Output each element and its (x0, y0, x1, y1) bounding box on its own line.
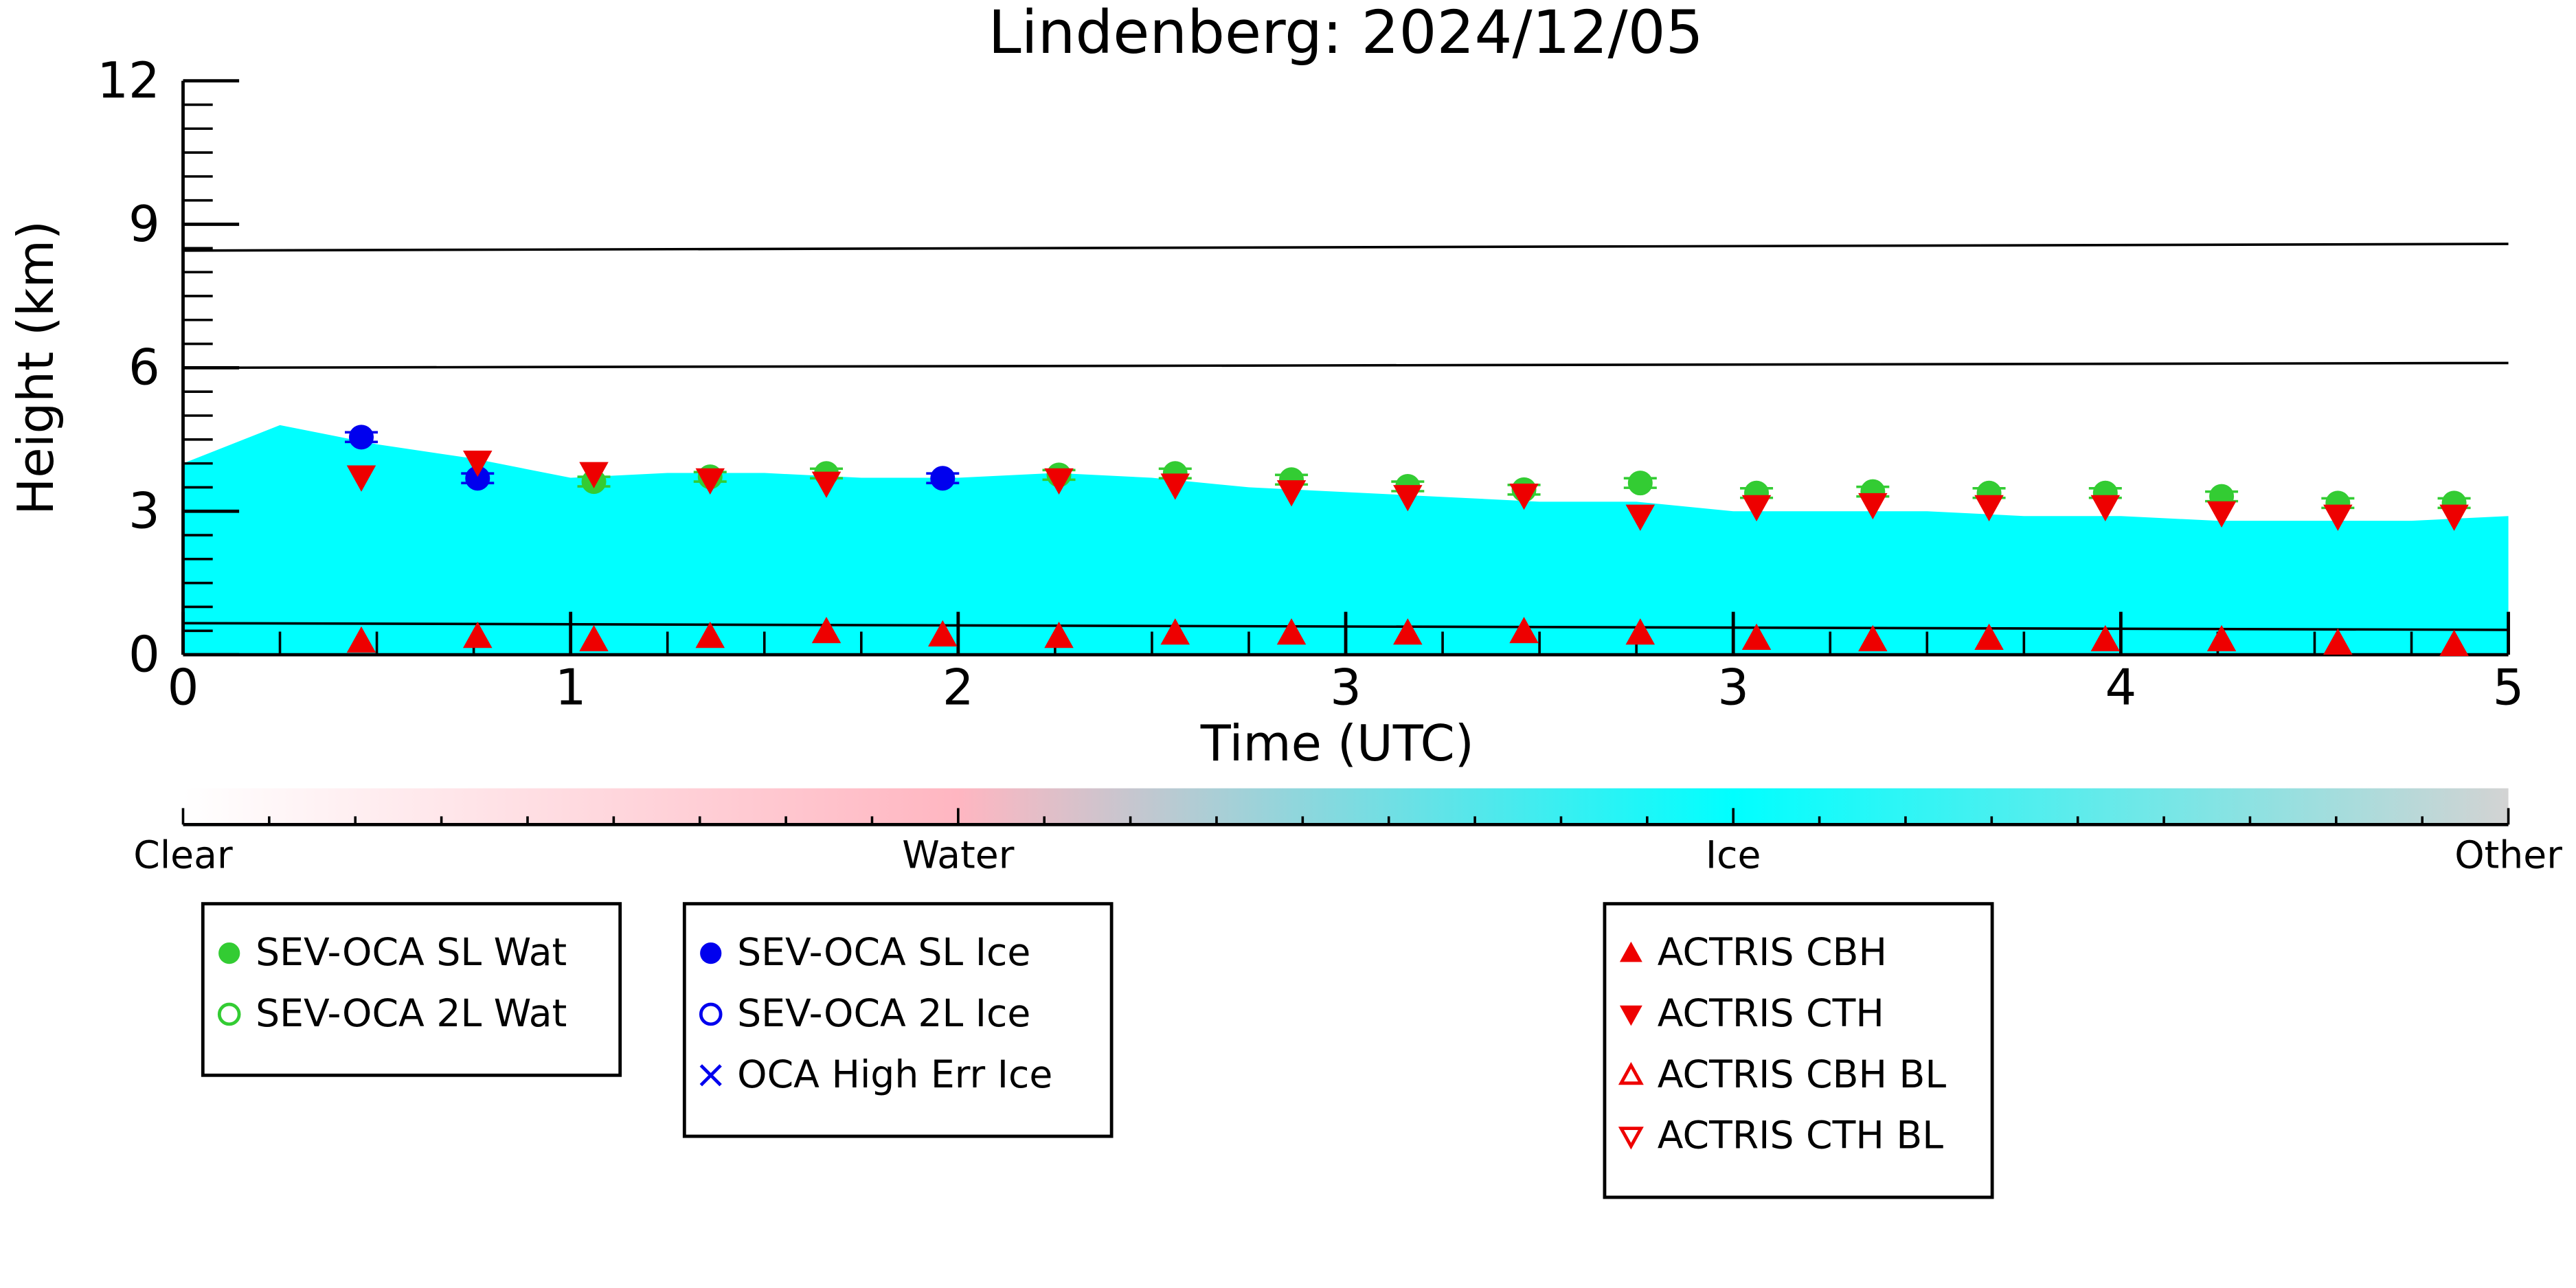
point (930, 466, 956, 491)
colorbar-label: Other (2454, 834, 2562, 878)
legend-label: SEV-OCA 2L Ice (737, 992, 1030, 1036)
y-tick-label: 9 (128, 195, 160, 253)
legend-label: SEV-OCA SL Ice (737, 931, 1030, 975)
point (2439, 504, 2469, 531)
point (2323, 628, 2353, 655)
point (1625, 618, 1656, 645)
legend-marker (1619, 1005, 1642, 1026)
legend-label: ACTRIS CTH BL (1658, 1114, 1943, 1158)
legend-label: OCA High Err Ice (737, 1053, 1052, 1097)
point (1974, 495, 2004, 521)
point (928, 620, 958, 647)
point (695, 621, 725, 648)
y-tick-label: 3 (128, 482, 160, 540)
cloud-area (183, 425, 2509, 655)
point (1276, 618, 1307, 645)
point (1741, 623, 1772, 650)
point (2206, 624, 2237, 652)
legend-marker (1619, 941, 1642, 962)
point (811, 471, 841, 498)
legend-marker (217, 1002, 241, 1026)
point (1509, 617, 1539, 644)
x-tick-label: 3 (1330, 658, 1362, 716)
point (349, 425, 374, 450)
chart-title: Lindenberg: 2024/12/05 (988, 0, 1703, 67)
legend-box (201, 902, 622, 1077)
point (2206, 501, 2237, 528)
y-tick-label: 12 (97, 52, 160, 109)
y-tick-label: 0 (128, 625, 160, 683)
legend-marker (1618, 1061, 1644, 1085)
point (2439, 629, 2469, 657)
x-tick-label: 2 (942, 658, 974, 716)
point (811, 617, 841, 644)
point (1393, 618, 1423, 645)
legend-label: ACTRIS CBH BL (1658, 1053, 1947, 1097)
legend-marker (699, 1064, 722, 1087)
point (579, 624, 609, 652)
point (2090, 495, 2121, 521)
legend-label: ACTRIS CBH (1658, 931, 1887, 975)
point (2090, 624, 2121, 652)
point (695, 468, 725, 495)
colorbar-label: Water (902, 834, 1014, 878)
reference-line (183, 242, 2509, 252)
legend-label: ACTRIS CTH (1658, 992, 1884, 1036)
point (1276, 480, 1307, 507)
colorbar (183, 788, 2509, 825)
y-tick-label: 6 (128, 339, 160, 396)
point (2323, 504, 2353, 531)
y-axis-label: Height (km) (7, 221, 65, 515)
x-tick-label: 5 (2493, 658, 2524, 716)
legend-label: SEV-OCA 2L Wat (256, 992, 567, 1036)
colorbar-label: Ice (1706, 834, 1761, 878)
point (579, 462, 609, 488)
point (1393, 485, 1423, 512)
point (1509, 484, 1539, 510)
colorbar-label: Clear (133, 834, 233, 878)
point (346, 626, 376, 653)
legend-marker (699, 1002, 723, 1026)
point (1858, 624, 1888, 652)
legend-box (682, 902, 1114, 1138)
x-tick-label: 4 (2105, 658, 2136, 716)
point (1044, 621, 1074, 648)
x-tick-label: 0 (168, 658, 199, 716)
point (1160, 618, 1190, 645)
reference-line (183, 361, 2509, 370)
point (346, 465, 376, 492)
point (1858, 493, 1888, 520)
x-tick-label: 3 (1717, 658, 1749, 716)
point (463, 621, 493, 648)
legend-box (1603, 902, 1994, 1199)
point (1625, 504, 1656, 531)
point (1627, 471, 1653, 496)
point (1974, 623, 2004, 650)
legend-label: SEV-OCA SL Wat (256, 931, 567, 975)
point (1160, 473, 1190, 500)
x-tick-label: 1 (555, 658, 587, 716)
legend-marker (700, 942, 722, 964)
point (463, 450, 493, 477)
point (1741, 495, 1772, 521)
x-axis-label: Time (UTC) (1200, 714, 1474, 772)
legend-marker (1618, 1127, 1644, 1150)
legend-marker (218, 942, 240, 964)
point (1044, 468, 1074, 495)
